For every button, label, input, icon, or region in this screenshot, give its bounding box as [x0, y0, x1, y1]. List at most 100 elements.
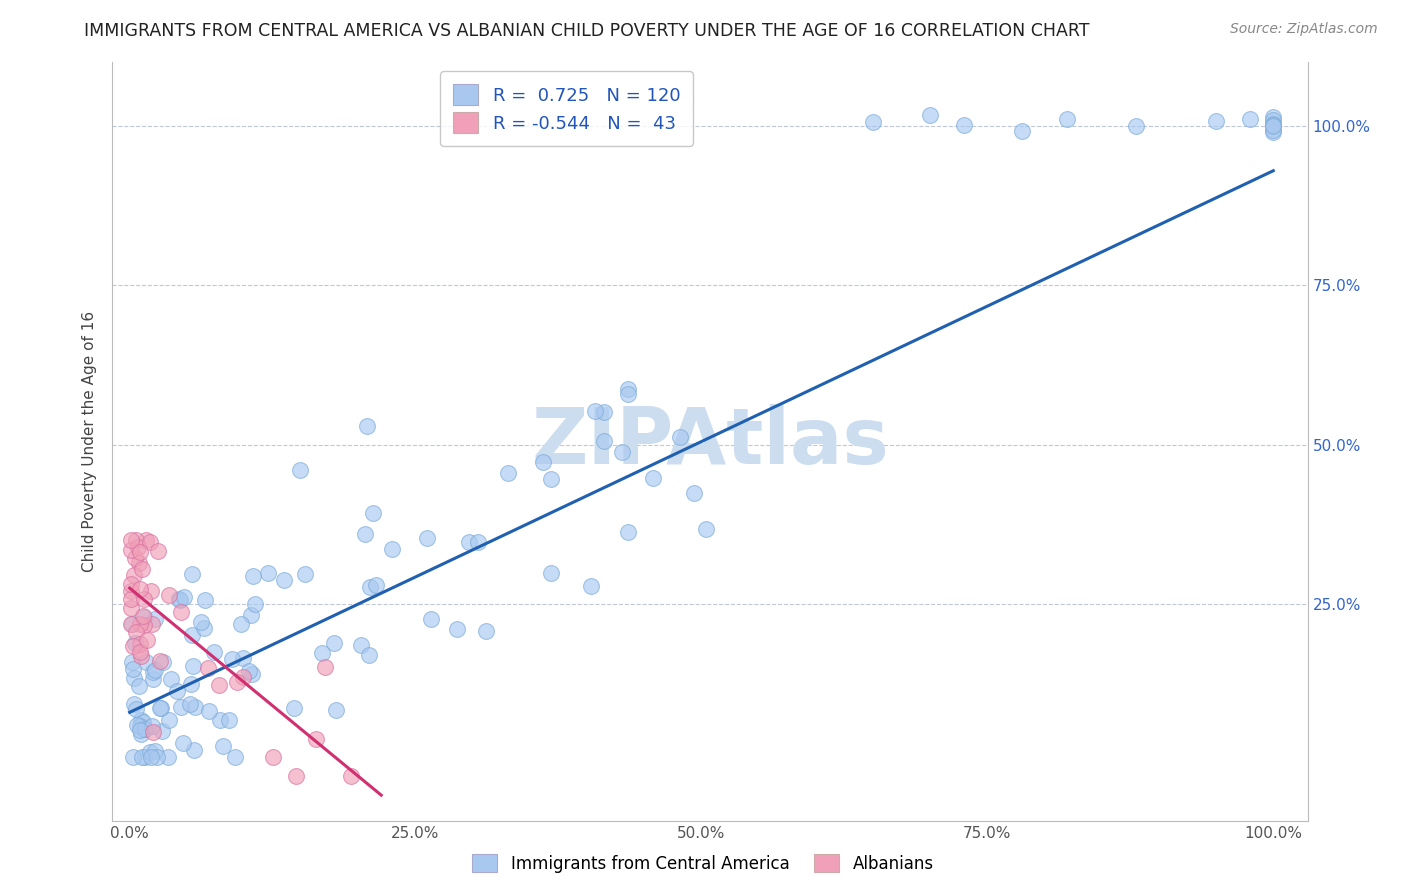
Point	[1263, 125, 1285, 139]
Point	[131, 648, 153, 663]
Point	[416, 531, 439, 545]
Point	[1239, 112, 1261, 127]
Point	[239, 608, 262, 623]
Point	[695, 522, 717, 536]
Point	[364, 577, 387, 591]
Point	[125, 533, 148, 548]
Point	[143, 744, 166, 758]
Point	[121, 663, 143, 677]
Point	[141, 750, 163, 764]
Point	[136, 633, 159, 648]
Point	[132, 592, 155, 607]
Point	[218, 714, 240, 728]
Point	[240, 667, 263, 681]
Point	[125, 718, 148, 732]
Point	[242, 569, 264, 583]
Point	[179, 698, 201, 712]
Point	[953, 118, 976, 132]
Point	[132, 610, 155, 624]
Point	[149, 701, 172, 715]
Point	[643, 470, 665, 484]
Point	[229, 617, 252, 632]
Text: Source: ZipAtlas.com: Source: ZipAtlas.com	[1230, 22, 1378, 37]
Y-axis label: Child Poverty Under the Age of 16: Child Poverty Under the Age of 16	[82, 311, 97, 572]
Point	[166, 683, 188, 698]
Point	[284, 769, 307, 783]
Point	[225, 675, 247, 690]
Point	[121, 616, 143, 631]
Point	[1263, 117, 1285, 131]
Point	[135, 533, 157, 548]
Point	[245, 597, 267, 611]
Point	[1125, 119, 1147, 133]
Point	[139, 535, 162, 549]
Point	[920, 108, 942, 122]
Point	[129, 545, 152, 559]
Point	[862, 115, 884, 129]
Point	[356, 418, 378, 433]
Point	[141, 617, 163, 632]
Point	[583, 404, 606, 418]
Point	[142, 724, 165, 739]
Point	[129, 714, 152, 728]
Point	[132, 715, 155, 730]
Point	[202, 645, 225, 659]
Point	[134, 722, 156, 736]
Point	[1263, 113, 1285, 128]
Point	[208, 677, 231, 691]
Point	[122, 672, 145, 686]
Point	[359, 648, 381, 662]
Point	[120, 600, 142, 615]
Point	[141, 719, 163, 733]
Point	[593, 434, 616, 448]
Point	[131, 561, 153, 575]
Point	[125, 702, 148, 716]
Point	[339, 769, 361, 783]
Point	[120, 542, 142, 557]
Point	[256, 566, 278, 581]
Point	[145, 750, 167, 764]
Point	[381, 541, 404, 556]
Point	[616, 524, 638, 539]
Point	[173, 590, 195, 604]
Point	[325, 703, 347, 717]
Point	[152, 655, 174, 669]
Point	[120, 584, 142, 599]
Point	[446, 623, 468, 637]
Point	[157, 750, 180, 764]
Point	[120, 533, 142, 548]
Point	[232, 651, 254, 665]
Point	[129, 644, 152, 658]
Point	[1011, 124, 1033, 138]
Point	[212, 739, 235, 753]
Point	[669, 430, 692, 444]
Point	[120, 577, 142, 591]
Point	[181, 566, 204, 581]
Point	[128, 582, 150, 596]
Point	[160, 672, 183, 686]
Point	[592, 405, 614, 419]
Point	[127, 540, 149, 554]
Point	[283, 700, 305, 714]
Point	[579, 578, 602, 592]
Point	[149, 701, 172, 715]
Point	[159, 714, 181, 728]
Point	[150, 724, 173, 739]
Point	[122, 697, 145, 711]
Legend: Immigrants from Central America, Albanians: Immigrants from Central America, Albania…	[465, 847, 941, 880]
Point	[540, 472, 562, 486]
Point	[129, 719, 152, 733]
Point	[183, 743, 205, 757]
Point	[132, 618, 155, 632]
Point	[129, 617, 152, 632]
Text: IMMIGRANTS FROM CENTRAL AMERICA VS ALBANIAN CHILD POVERTY UNDER THE AGE OF 16 CO: IMMIGRANTS FROM CENTRAL AMERICA VS ALBAN…	[84, 22, 1090, 40]
Point	[353, 527, 375, 541]
Point	[1263, 118, 1285, 132]
Text: ZIPAtlas: ZIPAtlas	[531, 403, 889, 480]
Point	[311, 646, 333, 660]
Point	[294, 566, 316, 581]
Point	[128, 680, 150, 694]
Point	[496, 467, 519, 481]
Point	[172, 736, 194, 750]
Point	[181, 659, 204, 673]
